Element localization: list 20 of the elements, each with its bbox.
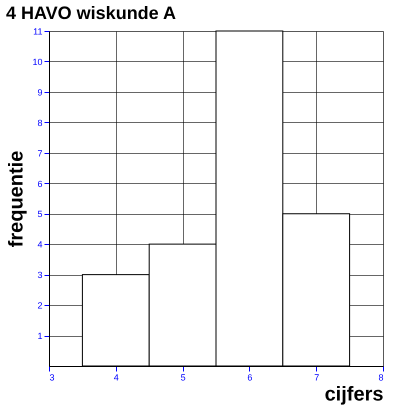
y-axis-title: frequentie [5,150,28,248]
x-tick-label: 8 [378,372,384,382]
y-tick-label: 9 [37,87,42,98]
x-tick-label: 3 [50,372,55,382]
y-tick-label: 11 [33,26,42,36]
y-tick-label: 4 [37,240,42,250]
y-tick-label: 6 [37,178,42,189]
x-tick-label: 4 [114,372,119,382]
x-tick-label: 5 [180,372,186,382]
x-axis-title: cijfers [324,384,384,406]
y-tick-label: 2 [37,300,42,311]
y-tick-label: 10 [32,56,42,67]
chart-title: 4 HAVO wiskunde A [6,3,176,23]
y-tick-label: 5 [37,209,42,220]
x-tick-label: 7 [314,372,320,382]
y-tick-label: 1 [37,331,42,342]
x-tick-label: 6 [247,372,252,382]
y-tick-label: 8 [37,118,42,128]
y-tick-label: 3 [37,270,42,280]
y-tick-label: 7 [37,148,42,158]
